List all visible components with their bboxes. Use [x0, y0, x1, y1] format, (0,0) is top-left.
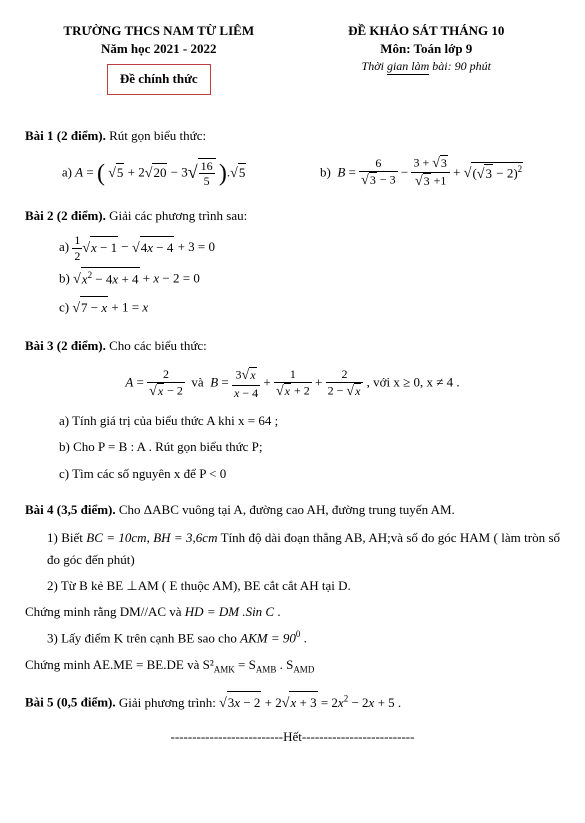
bai2-c: c) 7 − x + 1 = x [59, 296, 560, 321]
exam-title: ĐỀ KHẢO SÁT THÁNG 10 [293, 22, 561, 40]
school-year: Năm học 2021 - 2022 [25, 40, 293, 58]
bai2-a: a) 12x − 1 − 4x − 4 + 3 = 0 [59, 233, 560, 263]
bai3-b: b) Cho P = B : A . Rút gọn biểu thức P; [59, 436, 560, 458]
bai1-title: Bài 1 (2 điểm). Rút gọn biểu thức: [25, 125, 560, 147]
subject: Môn: Toán lớp 9 [293, 40, 561, 58]
bai1-formulas: a) A = ( 5 + 220 − 3165 ).5 b) B = 63 − … [25, 155, 560, 192]
end-line: --------------------------Hết-----------… [25, 726, 560, 748]
bai3-expr: A = 2x − 2 và B = 3xx − 4 + 1x + 2 + 22 … [25, 367, 560, 400]
bai4-p2b: Chứng minh rằng DM//AC và HD = DM .Sin C… [25, 601, 560, 623]
bai3-c: c) Tìm các số nguyên x để P < 0 [59, 463, 560, 485]
bai2-title: Bài 2 (2 điểm). Giải các phương trình sa… [25, 205, 560, 227]
bai5-title: Bài 5 (0,5 điểm). Giải phương trình: 3x … [25, 691, 560, 716]
bai2-b: b) x2 − 4x + 4 + x − 2 = 0 [59, 267, 560, 292]
bai4-p3b: Chứng minh AE.ME = BE.DE và S²AMK = SAMB… [25, 654, 560, 678]
bai4-p1: 1) Biết BC = 10cm, BH = 3,6cm Tính độ dà… [47, 527, 560, 571]
bai4-p2: 2) Từ B kẻ BE ⊥AM ( E thuộc AM), BE cắt … [47, 575, 560, 597]
official-box: Đề chính thức [107, 64, 211, 94]
bai3-a: a) Tính giá trị của biểu thức A khi x = … [59, 410, 560, 432]
bai4-p3: 3) Lấy điểm K trên cạnh BE sao cho AKM =… [47, 627, 560, 649]
school-name: TRƯỜNG THCS NAM TỪ LIÊM [25, 22, 293, 40]
exam-time: Thời gian làm bài: 90 phút [293, 58, 561, 75]
bai3-title: Bài 3 (2 điểm). Cho các biểu thức: [25, 335, 560, 357]
bai4-title: Bài 4 (3,5 điểm). Cho ΔABC vuông tại A, … [25, 499, 560, 521]
